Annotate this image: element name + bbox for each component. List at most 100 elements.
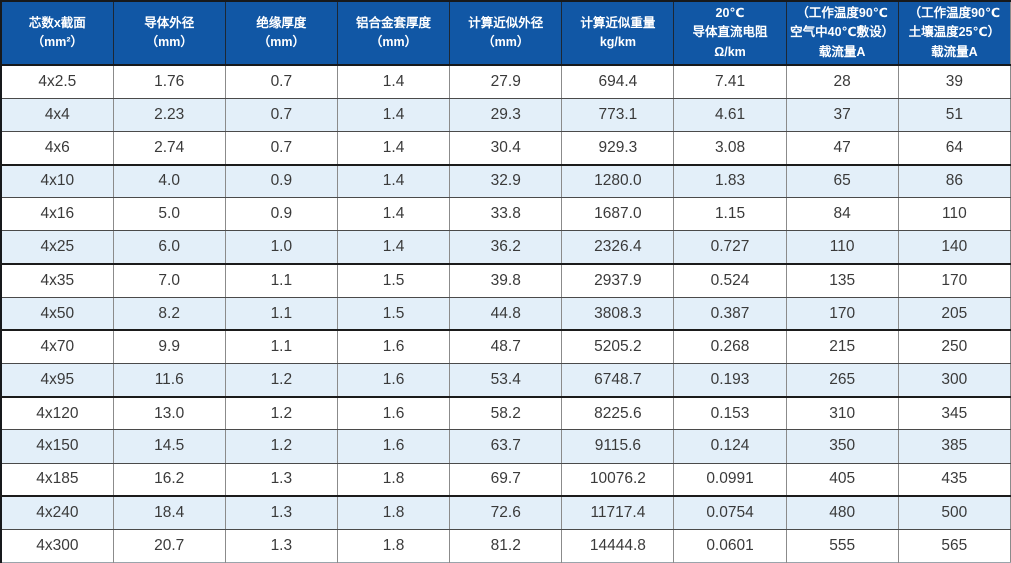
table-cell: 4.61 <box>673 98 787 132</box>
table-cell: 9115.6 <box>561 429 674 464</box>
table-cell: 6.0 <box>112 230 226 266</box>
table-cell: 48.7 <box>449 330 562 365</box>
table-cell: 0.7 <box>224 65 338 99</box>
table-cell: 1.15 <box>673 197 787 232</box>
table-cell: 4x4 <box>1 98 114 132</box>
table-cell: 44.8 <box>449 297 562 332</box>
table-cell: 1.1 <box>224 297 338 332</box>
table-cell: 500 <box>897 496 1011 530</box>
table-cell: 0.7 <box>224 131 338 166</box>
table-cell: 0.727 <box>673 230 787 266</box>
table-cell: 7.41 <box>673 65 787 99</box>
table-cell: 47 <box>785 131 899 166</box>
table-row: 4x10 4.0 0.9 1.4 32.9 1280.0 1.83 65 86 <box>1 164 1011 199</box>
table-cell: 4x10 <box>1 164 114 199</box>
table-cell: 4x50 <box>1 297 114 332</box>
table-cell: 435 <box>897 463 1011 498</box>
table-cell: 565 <box>897 529 1011 563</box>
table-cell: 58.2 <box>449 396 562 431</box>
table-cell: 0.9 <box>224 164 338 199</box>
table-cell: 32.9 <box>449 164 562 199</box>
table-cell: 81.2 <box>449 529 562 563</box>
table-cell: 37 <box>785 98 899 132</box>
table-body: 4x2.5 1.76 0.7 1.4 27.9 694.4 7.41 28 39 4x4 2.23 0… <box>1 65 1011 563</box>
table-cell: 1.3 <box>224 463 338 498</box>
table-cell: 1.1 <box>224 264 338 298</box>
table-cell: 0.9 <box>224 197 338 232</box>
table-cell: 1.6 <box>336 363 450 398</box>
table-row: 4x120 13.0 1.2 1.6 58.2 8225.6 0.153 310 345 <box>1 396 1011 431</box>
column-header-1: 导体外径 （mm） <box>112 1 226 67</box>
table-cell: 4x240 <box>1 496 114 530</box>
table-cell: 0.193 <box>673 363 787 398</box>
table-cell: 1.3 <box>224 496 338 530</box>
table-cell: 1.6 <box>336 429 450 464</box>
table-row: 4x25 6.0 1.0 1.4 36.2 2326.4 0.727 110 140 <box>1 230 1011 266</box>
table-cell: 72.6 <box>449 496 562 530</box>
table-cell: 65 <box>785 164 899 199</box>
column-header-7: （工作温度90℃ 空气中40℃敷设） 载流量A <box>785 1 899 67</box>
table-cell: 1.6 <box>336 330 450 365</box>
table-cell: 1.1 <box>224 330 338 365</box>
column-header-2: 绝缘厚度 （mm） <box>224 1 338 67</box>
table-cell: 265 <box>785 363 899 398</box>
table-cell: 3808.3 <box>561 297 674 332</box>
table-cell: 1.4 <box>336 131 450 166</box>
table-cell: 6748.7 <box>561 363 674 398</box>
table-cell: 33.8 <box>449 197 562 232</box>
table-cell: 4.0 <box>112 164 226 199</box>
table-row: 4x95 11.6 1.2 1.6 53.4 6748.7 0.193 265 300 <box>1 363 1011 398</box>
table-cell: 84 <box>785 197 899 232</box>
table-cell: 170 <box>785 297 899 332</box>
table-cell: 2.74 <box>112 131 226 166</box>
table-cell: 30.4 <box>449 131 562 166</box>
table-row: 4x70 9.9 1.1 1.6 48.7 5205.2 0.268 215 250 <box>1 330 1011 365</box>
table-cell: 2.23 <box>112 98 226 132</box>
table-row: 4x6 2.74 0.7 1.4 30.4 929.3 3.08 47 64 <box>1 131 1011 166</box>
table-cell: 2937.9 <box>561 264 674 298</box>
table-cell: 86 <box>897 164 1011 199</box>
table-cell: 11717.4 <box>561 496 674 530</box>
column-header-0: 芯数x截面 （mm²） <box>1 1 114 67</box>
table-cell: 4x2.5 <box>1 65 114 99</box>
table-cell: 0.124 <box>673 429 787 464</box>
table-cell: 0.268 <box>673 330 787 365</box>
table-cell: 36.2 <box>449 230 562 266</box>
table-cell: 1.0 <box>224 230 338 266</box>
table-cell: 4x150 <box>1 429 114 464</box>
table-cell: 51 <box>897 98 1011 132</box>
table-cell: 13.0 <box>112 396 226 431</box>
table-cell: 5205.2 <box>561 330 674 365</box>
table-cell: 64 <box>897 131 1011 166</box>
table-cell: 28 <box>785 65 899 99</box>
table-cell: 1.83 <box>673 164 787 199</box>
table-cell: 11.6 <box>112 363 226 398</box>
column-header-4: 计算近似外径 （mm） <box>449 1 562 67</box>
table-cell: 2326.4 <box>561 230 674 266</box>
table-cell: 350 <box>785 429 899 464</box>
table-cell: 215 <box>785 330 899 365</box>
table-cell: 29.3 <box>449 98 562 132</box>
table-cell: 8.2 <box>112 297 226 332</box>
table-cell: 14.5 <box>112 429 226 464</box>
table-row: 4x35 7.0 1.1 1.5 39.8 2937.9 0.524 135 170 <box>1 264 1011 298</box>
table-cell: 480 <box>785 496 899 530</box>
table-cell: 4x300 <box>1 529 114 563</box>
table-cell: 1.4 <box>336 65 450 99</box>
table-cell: 0.0991 <box>673 463 787 498</box>
table-cell: 385 <box>897 429 1011 464</box>
table-cell: 4x95 <box>1 363 114 398</box>
table-cell: 110 <box>785 230 899 266</box>
table-cell: 1687.0 <box>561 197 674 232</box>
table-cell: 0.0754 <box>673 496 787 530</box>
table-cell: 1.4 <box>336 197 450 232</box>
table-cell: 0.7 <box>224 98 338 132</box>
table-cell: 16.2 <box>112 463 226 498</box>
table-row: 4x2.5 1.76 0.7 1.4 27.9 694.4 7.41 28 39 <box>1 65 1011 99</box>
table-cell: 1.5 <box>336 297 450 332</box>
table-cell: 555 <box>785 529 899 563</box>
table-row: 4x16 5.0 0.9 1.4 33.8 1687.0 1.15 84 110 <box>1 197 1011 232</box>
table-cell: 1.3 <box>224 529 338 563</box>
